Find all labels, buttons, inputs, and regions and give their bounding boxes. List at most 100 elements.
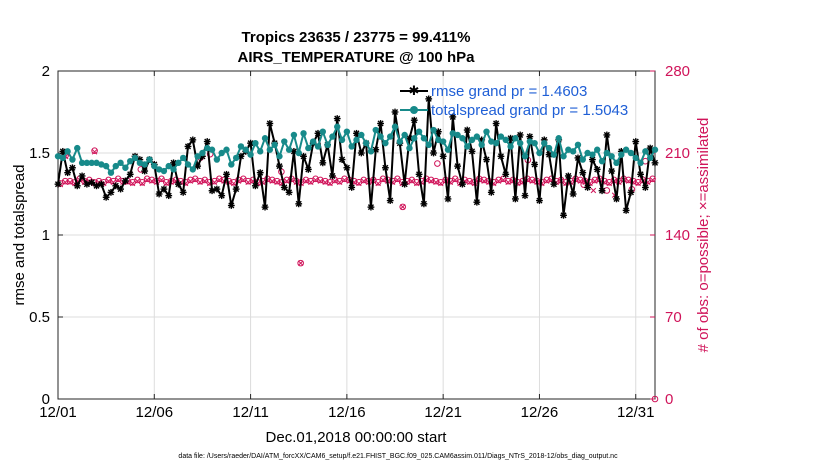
obs-assimilated-point <box>62 179 68 186</box>
rmse-point <box>560 211 567 219</box>
totalspread-point <box>305 144 312 152</box>
totalspread-point <box>146 156 153 163</box>
totalspread-point <box>334 123 341 130</box>
obs-possible-point <box>187 176 194 184</box>
star-stroke <box>228 202 235 209</box>
cross-stroke <box>283 178 290 184</box>
totalspread-point <box>218 149 225 157</box>
rmse-point <box>348 184 356 191</box>
totalspread-point <box>160 167 168 175</box>
totalspread-point <box>526 138 534 145</box>
star-stroke <box>252 182 259 189</box>
rmse-point <box>483 156 490 163</box>
rmse-point <box>497 152 505 160</box>
obs-assimilated-point <box>91 149 98 155</box>
cross-stroke <box>115 177 121 183</box>
star-stroke <box>223 171 230 178</box>
star-stroke <box>160 186 167 193</box>
totalspread-point <box>127 158 134 165</box>
star-stroke <box>560 212 567 219</box>
rmse-point <box>415 170 423 178</box>
y-tick-label: 0 <box>42 391 50 408</box>
totalspread-point <box>93 159 100 167</box>
star-stroke <box>348 184 355 191</box>
totalspread-point <box>502 136 509 144</box>
obs-possible-point <box>158 175 165 183</box>
obs-possible-point <box>434 160 441 167</box>
star-stroke <box>261 204 269 211</box>
totalspread-point <box>415 128 423 135</box>
totalspread-point <box>131 154 139 162</box>
star-stroke <box>290 148 297 155</box>
rmse-point <box>521 192 529 200</box>
cross-stroke <box>129 180 136 187</box>
obs-possible-point <box>504 177 512 185</box>
rmse-point <box>589 156 596 163</box>
cross-stroke <box>163 180 170 187</box>
tick-marks <box>57 70 655 400</box>
rmse-point <box>391 108 399 116</box>
star-stroke <box>536 197 543 204</box>
y2-tick-label: 280 <box>665 63 690 80</box>
totalspread-point <box>603 149 611 157</box>
totalspread-point <box>646 154 654 162</box>
rmse-point <box>641 184 649 191</box>
totalspread-point <box>74 144 81 152</box>
rmse-point <box>102 193 110 201</box>
legend-rmse-marker: ✱ <box>409 84 420 99</box>
cross-stroke <box>394 177 401 183</box>
totalspread-point <box>102 162 110 170</box>
totalspread-point <box>497 133 505 140</box>
totalspread-point <box>257 148 264 155</box>
rmse-point <box>603 131 611 139</box>
rmse-point <box>569 190 577 198</box>
totalspread-point <box>608 153 615 160</box>
cross-stroke <box>105 178 112 184</box>
y-tick-label: 1.5 <box>29 145 50 162</box>
obs-assimilated-point <box>67 179 73 186</box>
totalspread-point <box>478 141 485 148</box>
cross-stroke <box>375 180 381 187</box>
obs-assimilated-point <box>409 178 415 184</box>
totalspread-point <box>425 141 432 148</box>
rmse-point <box>165 192 173 200</box>
star-stroke <box>647 145 654 152</box>
totalspread-point <box>98 161 105 168</box>
star-stroke <box>483 156 490 163</box>
obs-assimilated-point <box>303 178 309 184</box>
totalspread-point <box>343 128 351 135</box>
y2-tick-label: 0 <box>665 391 673 408</box>
rmse-point <box>189 136 197 144</box>
legend-rmse-label: rmse grand pr = 1.4603 <box>431 83 587 100</box>
obs-assimilated-point <box>192 177 198 183</box>
cross-stroke <box>399 204 406 210</box>
cross-stroke <box>409 178 415 184</box>
obs-assimilated-point <box>134 178 141 184</box>
totalspread-point <box>584 149 591 157</box>
totalspread-point <box>83 159 91 167</box>
obs-assimilated-point <box>332 178 338 184</box>
totalspread-point <box>569 148 577 155</box>
cross-stroke <box>481 178 487 184</box>
totalspread-point <box>622 146 630 153</box>
rmse-point <box>141 167 149 175</box>
star-stroke <box>444 195 452 202</box>
totalspread-point <box>266 146 274 153</box>
rmse-point <box>492 120 500 127</box>
data-file-footnote: data file: /Users/raeder/DAI/ATM_forcXX/… <box>178 453 618 460</box>
rmse-point <box>367 203 375 211</box>
chart-subtitle: AIRS_TEMPERATURE @ 100 hPa <box>238 49 476 66</box>
cross-stroke <box>202 178 208 184</box>
x-tick-label: 12/26 <box>521 404 559 421</box>
totalspread-point <box>295 149 302 157</box>
rmse-point <box>266 120 274 127</box>
obs-assimilated-point <box>312 177 319 183</box>
star-stroke <box>521 192 529 199</box>
star-stroke <box>117 186 124 193</box>
totalspread-point <box>204 144 211 152</box>
totalspread-point <box>512 135 519 142</box>
legend-spread-marker <box>410 106 418 114</box>
obs-assimilated-point <box>216 177 223 183</box>
star-stroke <box>627 189 634 196</box>
x-tick-labels: 12/01 12/06 12/11 12/16 12/21 12/26 12/31 <box>39 404 654 421</box>
